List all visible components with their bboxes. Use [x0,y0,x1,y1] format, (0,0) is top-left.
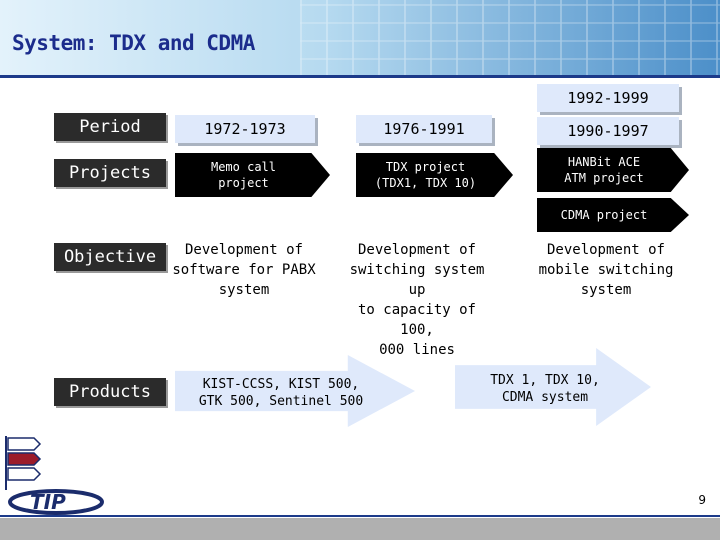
header-banner [0,0,720,78]
page-number: 9 [698,493,706,507]
project-cdma: CDMA project [537,198,689,232]
project-tdx: TDX project (TDX1, TDX 10) [356,153,513,197]
products-label: Products [54,378,166,406]
tip-logo-icon: TIP [5,436,104,515]
period-1972-1973: 1972-1973 [175,115,315,143]
products-text-1: KIST-CCSS, KIST 500, GTK 500, Sentinel 5… [198,377,364,409]
circuit-pattern [300,0,720,78]
slide-title: System: TDX and CDMA [12,31,255,55]
project-memo-call: Memo call project [175,153,330,197]
period-label: Period [54,113,166,141]
projects-label: Projects [54,159,166,187]
period-1976-1991: 1976-1991 [356,115,492,143]
objective-pabx: Development of software for PABX system [172,242,316,298]
header-divider [0,75,720,78]
period-1992-1999: 1992-1999 [537,84,679,112]
period-1990-1997: 1990-1997 [537,117,679,145]
footer-line-top [0,515,720,517]
project-hanbit-ace: HANBit ACE ATM project [537,148,689,192]
objective-switching: Development of switching system up to ca… [349,242,485,358]
products-text-2: TDX 1, TDX 10, CDMA system [490,373,600,405]
logo-text: TIP [30,490,66,514]
footer-band [0,518,720,540]
objective-label: Objective [54,243,166,271]
objective-mobile: Development of mobile switching system [538,242,674,298]
